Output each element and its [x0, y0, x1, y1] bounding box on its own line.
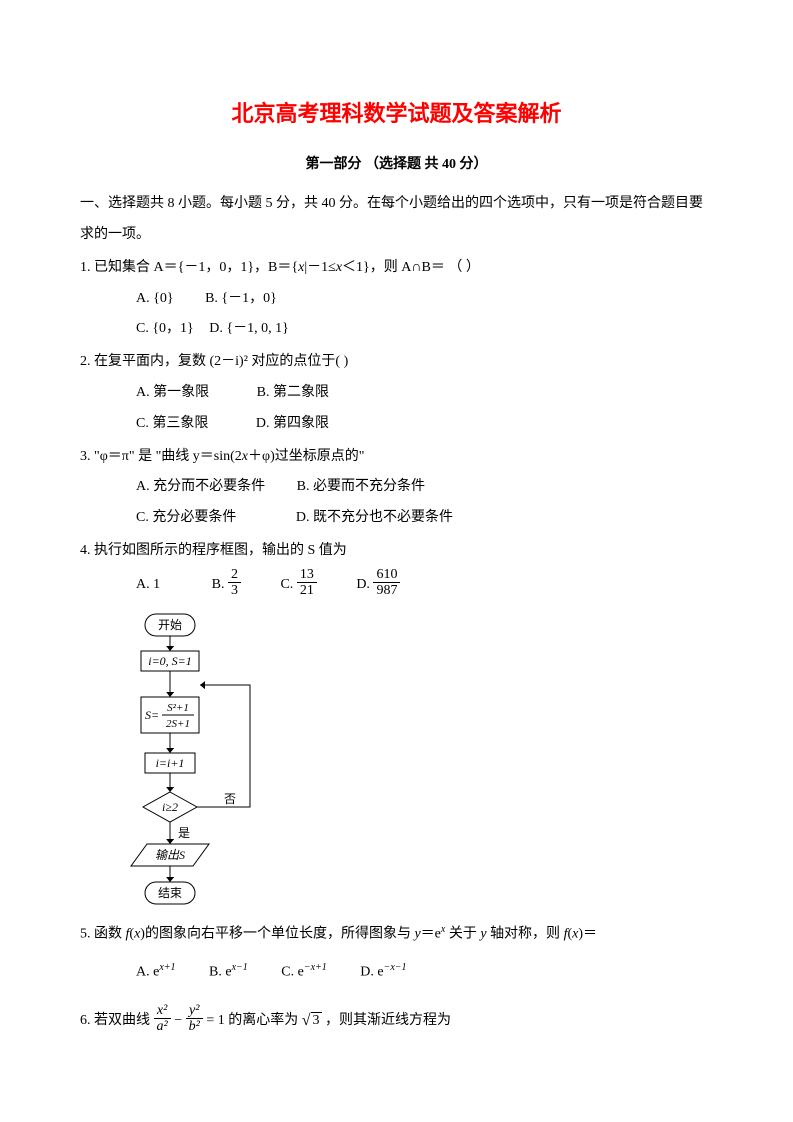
q5-option-d-pre: D. e	[360, 964, 383, 979]
q5-option-a-pre: A. e	[136, 964, 159, 979]
q1-options-row2: C. {0，1} D. {－1, 0, 1}	[80, 314, 713, 345]
q1-option-c: C. {0，1}	[136, 321, 194, 336]
frac-num: 2	[228, 567, 241, 583]
svg-text:i≥2: i≥2	[162, 800, 178, 814]
section-subtitle: 第一部分 （选择题 共 40 分）	[80, 150, 713, 181]
svg-text:结束: 结束	[158, 886, 182, 900]
q3-options-row1: A. 充分而不必要条件 B. 必要而不充分条件	[80, 472, 713, 503]
q6-frac1: x²a²	[154, 1003, 171, 1035]
question-6: 6. 若双曲线 x²a² − y²b² = 1 的离心率为 3 ，则其渐近线方程…	[80, 1002, 713, 1037]
frac-den: 21	[297, 583, 317, 598]
q5-opt-b-sup: x−1	[232, 962, 248, 973]
q5-opt-a-sup: x+1	[159, 962, 175, 973]
q5-stem-a: 5. 函数	[80, 927, 126, 942]
q6-minus: −	[174, 1013, 185, 1028]
q6-eq: = 1 的离心率为	[206, 1013, 301, 1028]
q3-option-d: D. 既不充分也不必要条件	[296, 510, 453, 525]
q5-opt-d-sup: −x−1	[384, 962, 407, 973]
q2-options-row2: C. 第三象限 D. 第四象限	[80, 409, 713, 440]
svg-text:开始: 开始	[158, 618, 182, 632]
q6-frac2: y²b²	[186, 1003, 203, 1035]
q3-option-b: B. 必要而不充分条件	[297, 479, 425, 494]
q2-option-b: B. 第二象限	[257, 385, 329, 400]
q1-option-d: D. {－1, 0, 1}	[209, 321, 289, 336]
q3-option-c: C. 充分必要条件	[136, 510, 236, 525]
q2-option-d: D. 第四象限	[256, 416, 329, 431]
q6-stem-b: ，则其渐近线方程为	[325, 1013, 451, 1028]
question-1: 1. 已知集合 A＝{－1，0，1}，B＝{x|－1≤x＜1}，则 A∩B＝ （…	[80, 253, 713, 284]
question-4: 4. 执行如图所示的程序框图，输出的 S 值为	[80, 536, 713, 567]
q1-option-a: A. {0}	[136, 291, 174, 306]
q5-opt-c-sup: −x+1	[304, 962, 327, 973]
q6-stem-a: 6. 若双曲线	[80, 1013, 154, 1028]
frac-den: b²	[186, 1019, 203, 1034]
q3-options-row2: C. 充分必要条件 D. 既不充分也不必要条件	[80, 503, 713, 534]
svg-text:输出S: 输出S	[155, 848, 185, 862]
svg-text:否: 否	[224, 792, 236, 806]
section-intro: 一、选择题共 8 小题。每小题 5 分，共 40 分。在每个小题给出的四个选项中…	[80, 189, 713, 251]
q1-option-b: B. {－1，0}	[205, 291, 277, 306]
document-title: 北京高考理科数学试题及答案解析	[80, 90, 713, 138]
q5-stem-c: )的图象向右平移一个单位长度，所得图象与	[140, 927, 414, 942]
q4-option-b-frac: 23	[228, 567, 241, 599]
q4-option-d-frac: 610987	[373, 567, 400, 599]
q4-option-b-pre: B.	[212, 577, 228, 592]
frac-num: y²	[186, 1003, 203, 1019]
svg-text:i=0, S=1: i=0, S=1	[148, 654, 192, 668]
q3-option-a: A. 充分而不必要条件	[136, 479, 265, 494]
svg-text:是: 是	[178, 826, 190, 840]
q5-option-b-pre: B. e	[209, 964, 232, 979]
q5-stem-d: ＝e	[421, 927, 441, 942]
sqrt-val: 3	[311, 1012, 322, 1028]
svg-text:2S+1: 2S+1	[166, 718, 190, 730]
frac-den: a²	[154, 1019, 171, 1034]
q4-option-c-pre: C.	[280, 577, 296, 592]
frac-num: 610	[373, 567, 400, 583]
q3-stem-a: 3. "φ＝π" 是 "曲线 y＝sin(2	[80, 449, 242, 464]
q4-option-a: A. 1	[136, 577, 160, 592]
svg-text:i=i+1: i=i+1	[156, 756, 185, 770]
q5-stem-h: )＝	[578, 927, 597, 942]
q5-stem-f: 轴对称，则	[487, 927, 564, 942]
question-2: 2. 在复平面内，复数 (2－i)² 对应的点位于( )	[80, 347, 713, 378]
question-5: 5. 函数 f(x)的图象向右平移一个单位长度，所得图象与 y＝ex 关于 y …	[80, 919, 713, 950]
svg-text:S=: S=	[145, 708, 159, 722]
q4-option-d-pre: D.	[356, 577, 373, 592]
q2-options-row1: A. 第一象限 B. 第二象限	[80, 378, 713, 409]
question-3: 3. "φ＝π" 是 "曲线 y＝sin(2x＋φ)过坐标原点的"	[80, 442, 713, 473]
frac-den: 987	[373, 583, 400, 598]
flowchart-diagram: 是 否 开始 i=0, S=1 S= S²+1 2S+1 i=i+1 i≥2 输出S 结束	[120, 611, 713, 911]
q4-options: A. 1 B. 23 C. 1321 D. 610987	[80, 567, 713, 603]
q2-option-c: C. 第三象限	[136, 416, 208, 431]
sqrt-icon: 3	[302, 1002, 322, 1037]
q5-options: A. ex+1 B. ex−1 C. e−x+1 D. e−x−1	[80, 957, 713, 988]
q2-option-a: A. 第一象限	[136, 385, 209, 400]
q1-stem-a: 1. 已知集合 A＝{－1，0，1}，B＝{	[80, 260, 298, 275]
frac-num: x²	[154, 1003, 171, 1019]
svg-text:S²+1: S²+1	[167, 702, 189, 714]
q1-options-row1: A. {0} B. {－1，0}	[80, 284, 713, 315]
q1-stem-c: ＜1}，则 A∩B＝ （ ）	[342, 260, 480, 275]
q3-stem-b: ＋φ)过坐标原点的"	[248, 449, 364, 464]
q5-stem-e: 关于	[445, 927, 480, 942]
frac-den: 3	[228, 583, 241, 598]
q1-stem-b: |－1≤	[304, 260, 336, 275]
flowchart-svg: 是 否 开始 i=0, S=1 S= S²+1 2S+1 i=i+1 i≥2 输出S 结束	[120, 611, 280, 911]
frac-num: 13	[297, 567, 317, 583]
q4-option-c-frac: 1321	[297, 567, 317, 599]
q5-option-c-pre: C. e	[281, 964, 304, 979]
